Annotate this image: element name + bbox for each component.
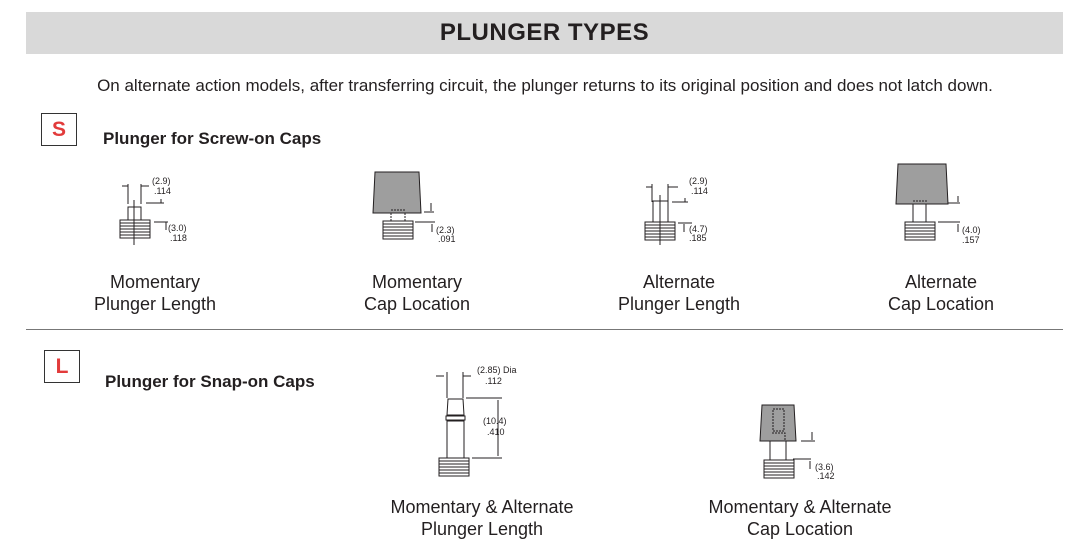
caption-alternate-plunger-length: Alternate Plunger Length	[617, 272, 741, 314]
svg-text:.118: .118	[170, 233, 187, 243]
diagram-snap-cap-location: (3.6) .142	[759, 404, 835, 481]
svg-text:(2.9): (2.9)	[152, 176, 171, 186]
section-code-l: L	[44, 350, 80, 383]
diagram-alternate-plunger-length: (2.9) .114 (4.7) .185	[644, 176, 708, 245]
diagram-momentary-cap-location: (2.3) .091	[372, 171, 456, 244]
caption-snap-cap-location: Momentary & Alternate Cap Location	[708, 497, 892, 539]
caption-momentary-plunger-length: Momentary Plunger Length	[93, 272, 217, 314]
svg-text:.157: .157	[962, 235, 980, 245]
title-banner: PLUNGER TYPES	[26, 12, 1063, 54]
caption-alternate-cap-location: Alternate Cap Location	[887, 272, 995, 314]
svg-text:.114: .114	[691, 186, 708, 196]
svg-text:.410: .410	[487, 427, 505, 437]
svg-text:(4.0): (4.0)	[962, 225, 981, 235]
svg-text:(2.9): (2.9)	[689, 176, 708, 186]
diagram-alternate-cap-location: (4.0) .157	[895, 163, 981, 245]
svg-text:.114: .114	[154, 186, 171, 196]
divider	[26, 329, 1063, 330]
intro-text: On alternate action models, after transf…	[97, 76, 993, 95]
svg-text:.142: .142	[817, 471, 835, 481]
caption-momentary-cap-location: Momentary Cap Location	[363, 272, 471, 314]
diagram-momentary-plunger-length: (2.9) .114 (3.0) .118	[119, 176, 187, 245]
section-heading-snap-on: Plunger for Snap-on Caps	[105, 372, 315, 391]
svg-text:(2.3): (2.3)	[436, 225, 455, 235]
svg-text:(10.4): (10.4)	[483, 416, 507, 426]
caption-snap-plunger-length: Momentary & Alternate Plunger Length	[390, 497, 574, 539]
svg-text:.091: .091	[438, 234, 456, 244]
page-title: PLUNGER TYPES	[439, 19, 650, 46]
svg-text:(2.85) Dia: (2.85) Dia	[477, 365, 517, 375]
svg-text:(4.7): (4.7)	[689, 224, 708, 234]
svg-text:(3.0): (3.0)	[168, 223, 187, 233]
svg-text:.185: .185	[689, 233, 707, 243]
svg-text:.112: .112	[485, 376, 502, 386]
diagram-snap-plunger-length: (2.85) Dia .112 (10.4) .410	[436, 365, 517, 477]
svg-text:(3.6): (3.6)	[815, 462, 834, 472]
section-code-s: S	[41, 113, 77, 146]
section-heading-screw-on: Plunger for Screw-on Caps	[103, 129, 322, 148]
